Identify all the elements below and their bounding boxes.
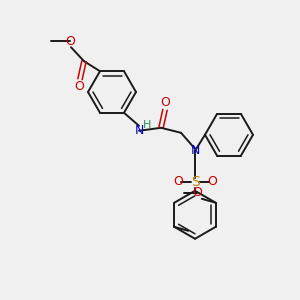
- Text: O: O: [173, 175, 183, 188]
- Text: O: O: [192, 186, 202, 199]
- Text: O: O: [65, 35, 75, 48]
- Text: O: O: [207, 175, 217, 188]
- Text: N: N: [134, 124, 144, 137]
- Text: O: O: [160, 96, 170, 109]
- Text: O: O: [74, 80, 84, 93]
- Text: N: N: [190, 144, 200, 157]
- Text: H: H: [143, 120, 151, 130]
- Text: S: S: [190, 175, 200, 189]
